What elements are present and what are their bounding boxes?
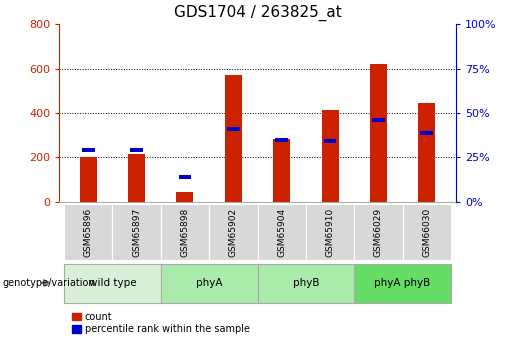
Bar: [64, 264, 161, 303]
Text: phyA phyB: phyA phyB: [374, 278, 431, 288]
Bar: [82, 148, 95, 152]
Bar: [276, 138, 288, 142]
Text: genotype/variation: genotype/variation: [3, 278, 95, 288]
Bar: [128, 154, 145, 202]
Text: wild type: wild type: [89, 278, 136, 288]
Bar: [161, 204, 209, 260]
Bar: [64, 204, 112, 260]
Bar: [130, 148, 143, 152]
Bar: [225, 75, 242, 202]
Bar: [418, 103, 435, 202]
Bar: [306, 204, 354, 260]
Bar: [161, 264, 258, 303]
Bar: [372, 118, 385, 122]
Legend: count, percentile rank within the sample: count, percentile rank within the sample: [72, 312, 250, 334]
Bar: [324, 139, 336, 144]
Bar: [258, 204, 306, 260]
Text: GSM65904: GSM65904: [277, 207, 286, 257]
Text: GSM65902: GSM65902: [229, 207, 238, 257]
Bar: [321, 110, 338, 202]
Text: GSM66029: GSM66029: [374, 207, 383, 257]
Text: GSM66030: GSM66030: [422, 207, 431, 257]
Text: GSM65898: GSM65898: [180, 207, 190, 257]
Bar: [80, 157, 97, 202]
Bar: [112, 204, 161, 260]
Bar: [273, 139, 290, 202]
Bar: [179, 175, 191, 179]
Bar: [209, 204, 258, 260]
Text: phyB: phyB: [293, 278, 319, 288]
Text: phyA: phyA: [196, 278, 222, 288]
Bar: [227, 127, 239, 131]
Bar: [370, 64, 387, 202]
Bar: [403, 204, 451, 260]
Text: GSM65910: GSM65910: [325, 207, 335, 257]
Text: GSM65896: GSM65896: [84, 207, 93, 257]
Title: GDS1704 / 263825_at: GDS1704 / 263825_at: [174, 5, 341, 21]
Bar: [354, 264, 451, 303]
Bar: [258, 264, 354, 303]
Bar: [354, 204, 403, 260]
Text: GSM65897: GSM65897: [132, 207, 141, 257]
Bar: [420, 130, 433, 135]
Bar: [177, 192, 194, 202]
